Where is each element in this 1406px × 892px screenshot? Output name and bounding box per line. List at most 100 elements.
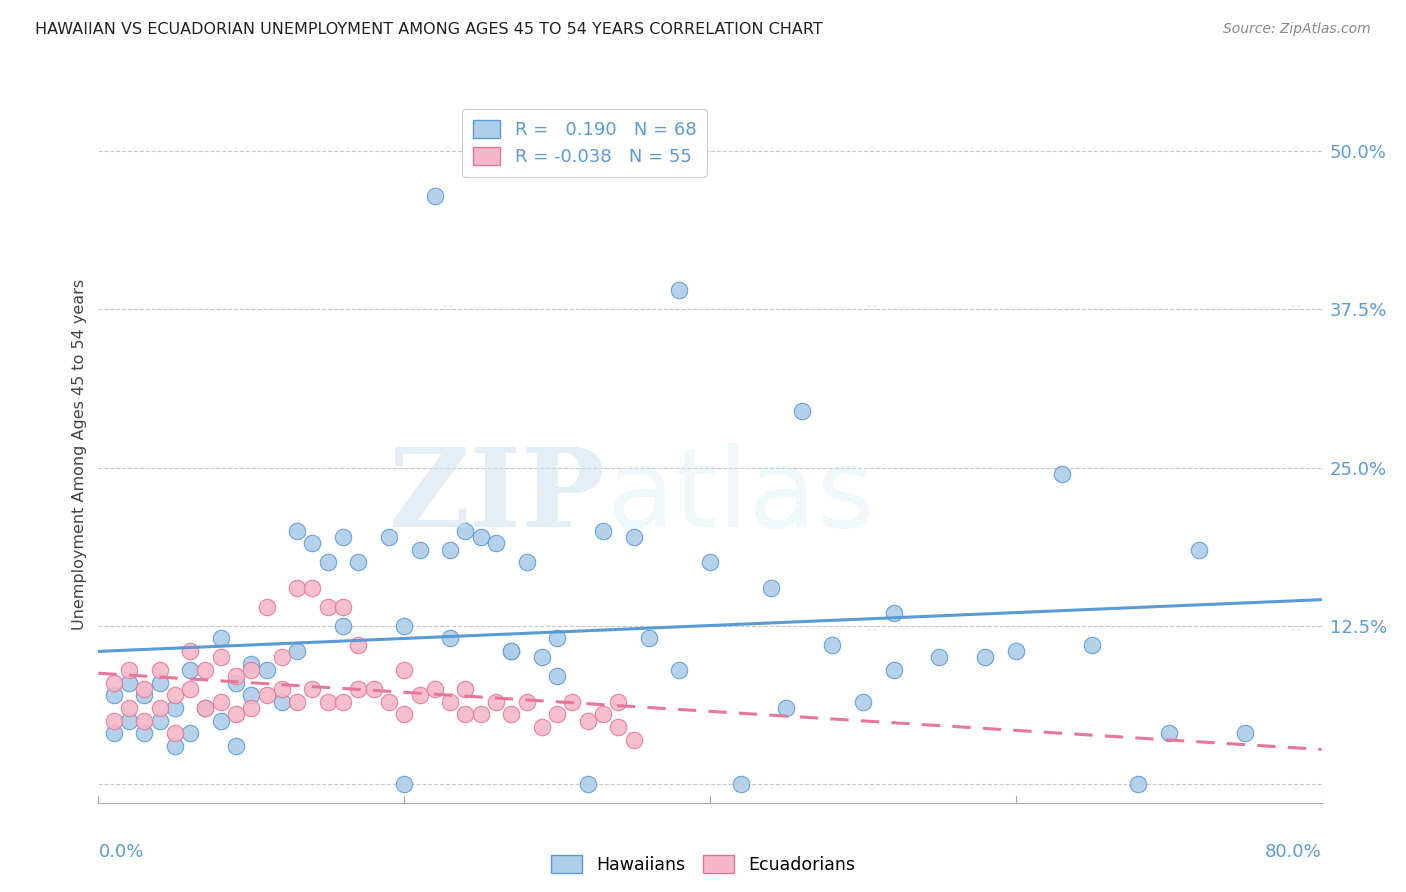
Point: [163, 688, 186, 702]
Point: [607, 695, 630, 709]
Point: [1128, 777, 1150, 791]
Point: [1157, 726, 1180, 740]
Point: [516, 556, 538, 570]
Point: [699, 556, 721, 570]
Point: [454, 681, 477, 696]
Point: [118, 714, 141, 728]
Point: [149, 675, 172, 690]
Point: [270, 695, 292, 709]
Point: [530, 650, 553, 665]
Point: [392, 618, 416, 632]
Point: [179, 663, 201, 677]
Point: [623, 732, 645, 747]
Point: [546, 669, 568, 683]
Point: [194, 701, 217, 715]
Point: [607, 720, 630, 734]
Point: [301, 681, 323, 696]
Point: [209, 695, 232, 709]
Point: [240, 663, 263, 677]
Point: [561, 695, 583, 709]
Point: [149, 701, 172, 715]
Point: [118, 663, 141, 677]
Point: [530, 720, 553, 734]
Point: [240, 657, 263, 671]
Point: [668, 663, 690, 677]
Point: [179, 644, 201, 658]
Point: [301, 581, 323, 595]
Point: [316, 556, 339, 570]
Point: [240, 688, 263, 702]
Point: [408, 542, 430, 557]
Point: [576, 714, 599, 728]
Point: [501, 707, 523, 722]
Point: [883, 663, 905, 677]
Point: [1050, 467, 1073, 481]
Point: [576, 777, 599, 791]
Point: [118, 701, 141, 715]
Point: [134, 681, 156, 696]
Point: [392, 707, 416, 722]
Point: [454, 707, 477, 722]
Point: [821, 638, 844, 652]
Point: [439, 542, 461, 557]
Legend: R =   0.190   N = 68, R = -0.038   N = 55: R = 0.190 N = 68, R = -0.038 N = 55: [463, 109, 707, 177]
Point: [423, 681, 446, 696]
Point: [485, 695, 508, 709]
Point: [668, 284, 690, 298]
Point: [285, 695, 308, 709]
Point: [209, 632, 232, 646]
Point: [516, 695, 538, 709]
Text: 80.0%: 80.0%: [1265, 843, 1322, 861]
Point: [285, 581, 308, 595]
Point: [439, 695, 461, 709]
Point: [470, 707, 492, 722]
Point: [1081, 638, 1104, 652]
Point: [392, 663, 416, 677]
Point: [209, 714, 232, 728]
Point: [149, 663, 172, 677]
Point: [103, 726, 125, 740]
Point: [270, 650, 292, 665]
Point: [928, 650, 950, 665]
Point: [209, 650, 232, 665]
Point: [179, 726, 201, 740]
Point: [974, 650, 997, 665]
Point: [730, 777, 752, 791]
Point: [134, 714, 156, 728]
Point: [256, 688, 278, 702]
Point: [623, 530, 645, 544]
Point: [285, 644, 308, 658]
Point: [149, 714, 172, 728]
Text: atlas: atlas: [606, 443, 875, 550]
Point: [256, 599, 278, 614]
Point: [759, 581, 782, 595]
Point: [103, 688, 125, 702]
Point: [225, 739, 247, 753]
Point: [378, 695, 401, 709]
Point: [347, 681, 370, 696]
Y-axis label: Unemployment Among Ages 45 to 54 years: Unemployment Among Ages 45 to 54 years: [72, 279, 87, 631]
Point: [270, 681, 292, 696]
Point: [454, 524, 477, 538]
Point: [225, 707, 247, 722]
Point: [592, 707, 614, 722]
Text: 0.0%: 0.0%: [98, 843, 143, 861]
Point: [179, 681, 201, 696]
Point: [790, 403, 813, 417]
Point: [501, 644, 523, 658]
Point: [592, 524, 614, 538]
Point: [163, 701, 186, 715]
Point: [118, 675, 141, 690]
Point: [194, 701, 217, 715]
Point: [470, 530, 492, 544]
Point: [332, 618, 354, 632]
Point: [423, 188, 446, 202]
Point: [225, 675, 247, 690]
Point: [347, 556, 370, 570]
Point: [301, 536, 323, 550]
Text: HAWAIIAN VS ECUADORIAN UNEMPLOYMENT AMONG AGES 45 TO 54 YEARS CORRELATION CHART: HAWAIIAN VS ECUADORIAN UNEMPLOYMENT AMON…: [35, 22, 823, 37]
Point: [103, 714, 125, 728]
Point: [392, 777, 416, 791]
Point: [225, 669, 247, 683]
Point: [163, 739, 186, 753]
